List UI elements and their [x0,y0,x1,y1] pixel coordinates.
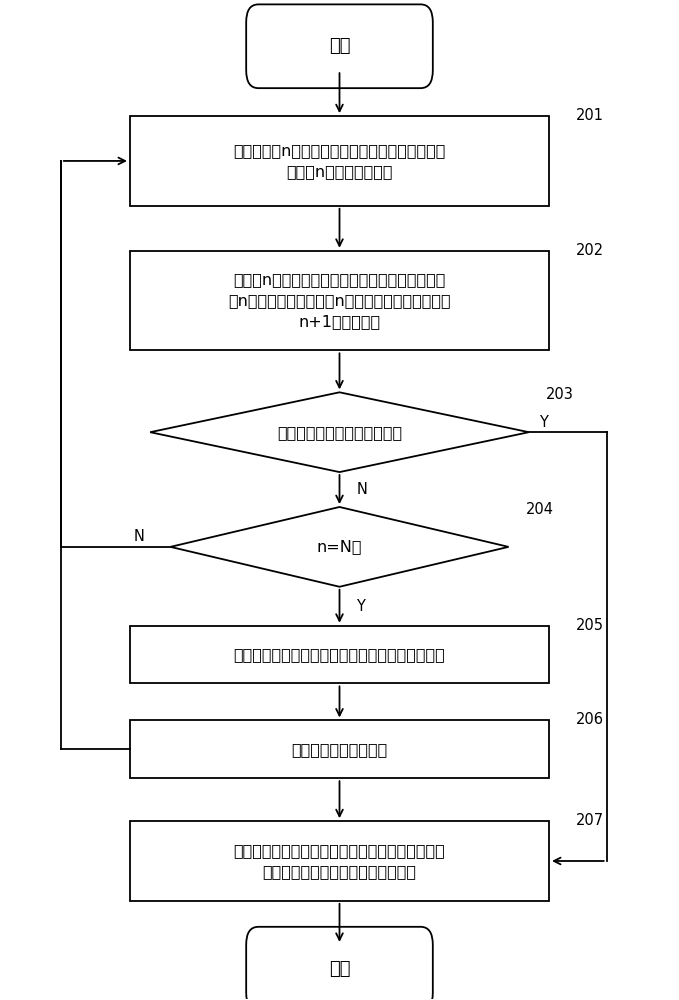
Text: 207: 207 [576,813,604,828]
Text: 根据第n级的第一特性线，计算进口换算流量下的
第n级工作点，并参考第n级工作点计算压气机的第
n+1级工作参数: 根据第n级的第一特性线，计算进口换算流量下的 第n级工作点，并参考第n级工作点计… [228,272,451,329]
Text: 进口换算流量小于最小流量？: 进口换算流量小于最小流量？ [277,425,402,440]
Bar [130,116,549,206]
Bar [130,720,549,778]
FancyBboxPatch shape [246,4,433,88]
Polygon shape [150,392,529,472]
Polygon shape [170,507,509,587]
Text: 对压气机第n级的第一特性线族进行插值，得到压
气机第n级的第一特性线: 对压气机第n级的第一特性线族进行插值，得到压 气机第n级的第一特性线 [234,143,445,179]
Text: 根据多个进口换算流量下压气机的整机工作点获取
设计状态下压气机的第一整机特性线: 根据多个进口换算流量下压气机的整机工作点获取 设计状态下压气机的第一整机特性线 [234,843,445,879]
Text: n=N？: n=N？ [316,539,363,554]
Bar [130,251,549,350]
Text: 开始: 开始 [329,37,350,55]
Bar [130,821,549,901]
Text: 改变预设进口换算流量: 改变预设进口换算流量 [291,742,388,757]
Text: 206: 206 [576,712,604,727]
FancyBboxPatch shape [246,927,433,1000]
Text: 根据压气机的各级工作点获取压气机的整机工作点: 根据压气机的各级工作点获取压气机的整机工作点 [234,647,445,662]
Text: Y: Y [539,415,548,430]
Text: 201: 201 [576,108,604,123]
Text: 结束: 结束 [329,960,350,978]
Text: 202: 202 [576,243,604,258]
Text: N: N [356,482,367,497]
Text: N: N [133,529,144,544]
Text: 205: 205 [576,618,604,633]
Bar [130,626,549,683]
Text: Y: Y [356,599,365,614]
Text: 204: 204 [526,502,553,517]
Text: 203: 203 [546,387,574,402]
